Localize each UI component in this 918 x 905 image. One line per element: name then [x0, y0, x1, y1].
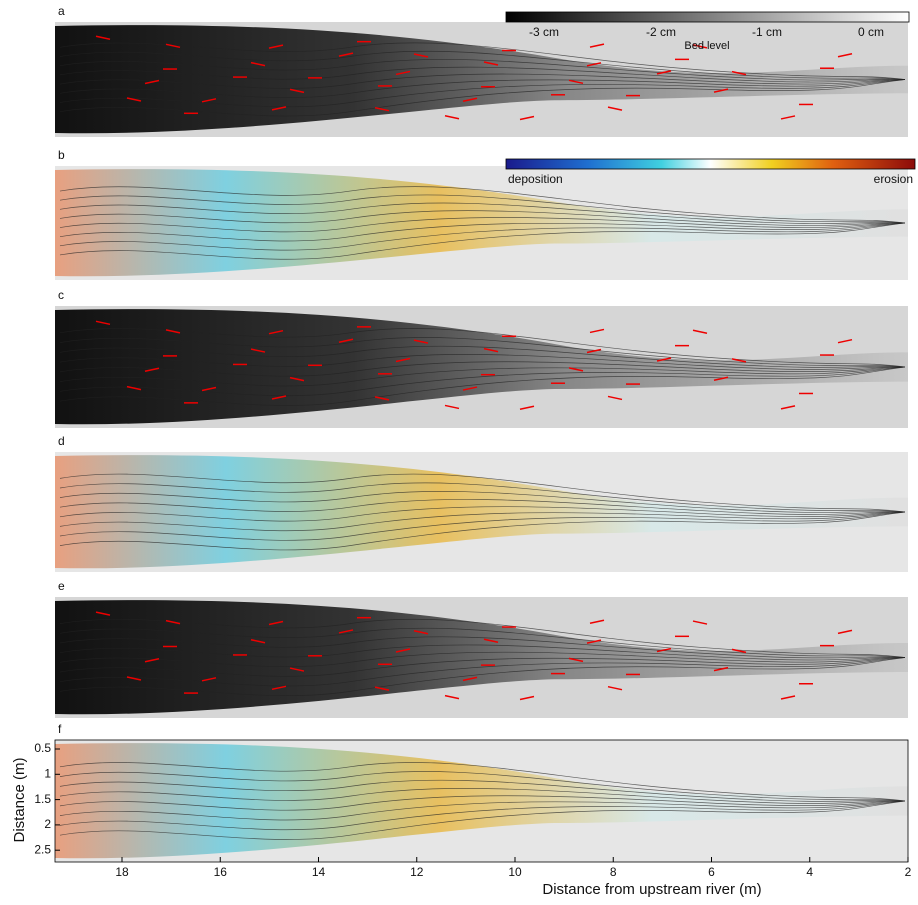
y-axis-label: Distance (m)	[11, 757, 28, 842]
y-tick-label: 1.5	[34, 792, 51, 806]
colorbar-label-right: erosion	[874, 172, 913, 186]
y-tick-label: 0.5	[34, 741, 51, 755]
x-tick-label: 12	[410, 865, 424, 879]
colorbar	[506, 159, 915, 169]
x-tick-label: 10	[508, 865, 522, 879]
x-tick-label: 6	[708, 865, 715, 879]
panel-label: a	[58, 4, 65, 18]
panels: a b c d e f	[55, 4, 908, 862]
panel-label: d	[58, 434, 65, 448]
colorbar-label-left: deposition	[508, 172, 563, 186]
panel-label: c	[58, 288, 64, 302]
y-tick-label: 2.5	[34, 842, 51, 856]
x-tick-label: 8	[610, 865, 617, 879]
y-tick-label: 2	[44, 817, 51, 831]
x-tick-label: 14	[312, 865, 326, 879]
colorbar-tick: -1 cm	[752, 25, 782, 39]
x-tick-label: 2	[905, 865, 912, 879]
colorbar-tick: 0 cm	[858, 25, 884, 39]
x-tick-label: 18	[115, 865, 129, 879]
colorbar-label: Bed level	[684, 40, 729, 52]
panel-label: f	[58, 722, 62, 736]
figure: abcdef -3 cm -2 cm -1 cm 0 cm Bed level …	[0, 0, 918, 900]
y-tick-label: 1	[44, 766, 51, 780]
colorbar-tick: -3 cm	[529, 25, 559, 39]
colorbar-tick: -2 cm	[646, 25, 676, 39]
x-tick-label: 4	[806, 865, 813, 879]
x-tick-label: 16	[214, 865, 228, 879]
x-axis-label: Distance from upstream river (m)	[542, 881, 761, 898]
panel-label: b	[58, 148, 65, 162]
panel-label: e	[58, 579, 65, 593]
colorbar	[506, 12, 909, 22]
